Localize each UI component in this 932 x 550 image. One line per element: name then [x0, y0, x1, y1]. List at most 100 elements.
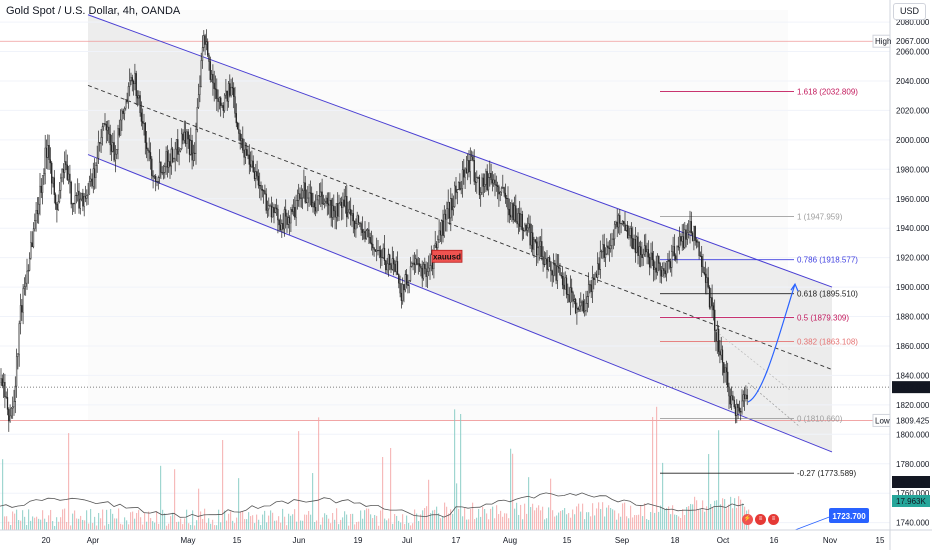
candle: [647, 240, 650, 265]
flag-us-icon[interactable]: ≡: [755, 514, 766, 525]
volume-bar: [478, 508, 480, 530]
volume-bar: [680, 517, 682, 530]
projection-arrow[interactable]: [747, 283, 796, 403]
price-tick-label: 1740.000: [896, 519, 930, 528]
candle: [651, 241, 653, 267]
candle-body: [365, 230, 367, 240]
volume-bar: [738, 496, 740, 530]
candle-body: [697, 241, 699, 243]
volume-bar: [192, 510, 194, 530]
candle-body: [455, 185, 457, 193]
channel-upper-line[interactable]: [87, 14, 833, 288]
candle-body: [246, 149, 248, 156]
candle: [428, 255, 430, 277]
volume-bar: [716, 500, 718, 530]
candle: [704, 261, 707, 295]
volume-bar: [604, 516, 606, 530]
flag-us-icon[interactable]: ≡: [768, 514, 779, 525]
volume-bar: [102, 509, 104, 530]
candle-body: [330, 200, 332, 218]
candle: [568, 286, 570, 303]
candle-body: [691, 232, 694, 241]
symbol-tag[interactable]: [431, 249, 463, 263]
candle: [574, 297, 577, 315]
channel-lower-line[interactable]: [87, 154, 833, 453]
candle: [291, 204, 293, 215]
candle: [243, 138, 245, 166]
candle-body: [712, 305, 715, 311]
volume-bar: [554, 516, 556, 530]
candle: [465, 156, 468, 174]
candle: [668, 250, 670, 270]
candle-body: [129, 80, 131, 87]
candle: [493, 174, 495, 187]
lightning-icon[interactable]: ⚡: [742, 514, 753, 525]
candle: [720, 336, 722, 361]
candle-body: [621, 221, 624, 225]
candle: [312, 192, 314, 213]
volume-bar: [174, 469, 176, 530]
candle-body: [122, 110, 124, 114]
time-tick-label: Aug: [503, 536, 517, 545]
candle-body: [604, 253, 607, 258]
candle: [66, 154, 68, 181]
candle-body: [270, 205, 273, 218]
candle-body: [485, 171, 487, 185]
volume-bar: [690, 503, 692, 530]
candle: [28, 252, 31, 272]
candle-body: [316, 199, 318, 212]
currency-button[interactable]: USD: [893, 3, 926, 20]
candle-body: [394, 263, 396, 272]
candle-body: [256, 171, 258, 177]
candle-body: [693, 226, 695, 241]
candle-body: [170, 148, 172, 167]
volume-bar: [654, 512, 656, 530]
candle: [187, 129, 189, 149]
candle-body: [17, 353, 19, 357]
candle-body: [54, 194, 57, 205]
candle-body: [110, 144, 113, 152]
candle-body: [35, 210, 37, 221]
candle-body: [502, 187, 504, 189]
last-price-label: 1832.035: [896, 383, 930, 392]
candle-body: [240, 138, 243, 141]
target-tag[interactable]: [829, 508, 869, 523]
candle: [344, 186, 347, 214]
candle: [326, 192, 328, 216]
candle-body: [65, 161, 67, 166]
volume-bar: [470, 508, 472, 530]
volume-bar: [736, 507, 738, 530]
candle: [67, 165, 70, 185]
candle-body: [208, 54, 210, 62]
candle-body: [434, 243, 436, 246]
volume-bar: [162, 509, 164, 530]
candle-body: [729, 395, 731, 405]
candle: [746, 388, 748, 406]
candle: [90, 168, 92, 187]
candle: [217, 89, 219, 113]
candle: [376, 237, 378, 262]
candle-body: [231, 86, 234, 89]
candle: [290, 207, 292, 233]
candle: [533, 236, 535, 258]
candle: [272, 202, 274, 218]
candle: [140, 101, 143, 127]
low-value-label: 1809.425: [896, 416, 930, 425]
candle-body: [672, 246, 674, 252]
candle: [125, 99, 127, 111]
candle: [472, 151, 474, 162]
volume-bar: [682, 509, 684, 530]
candle: [678, 226, 681, 255]
candle: [742, 390, 744, 407]
volume-bar: [106, 509, 108, 530]
candle: [352, 204, 354, 234]
candle-body: [142, 121, 144, 124]
candle-body: [209, 61, 211, 80]
volume-bar: [730, 496, 732, 530]
volume-bar: [262, 514, 264, 530]
candle-body: [74, 195, 76, 205]
candle: [457, 181, 460, 191]
candle-body: [311, 192, 313, 207]
event-icons: ⚡ ≡ ≡: [742, 514, 779, 525]
